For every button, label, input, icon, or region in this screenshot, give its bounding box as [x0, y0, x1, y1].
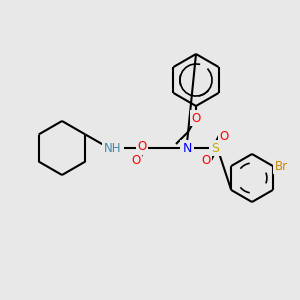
Text: O: O [191, 112, 201, 124]
Text: O: O [131, 154, 141, 167]
Text: S: S [211, 142, 219, 154]
Text: O: O [137, 140, 147, 154]
Text: O: O [201, 154, 211, 166]
Text: N: N [182, 142, 192, 154]
Text: NH: NH [104, 142, 122, 154]
Text: Br: Br [275, 160, 288, 172]
Text: O: O [219, 130, 229, 142]
